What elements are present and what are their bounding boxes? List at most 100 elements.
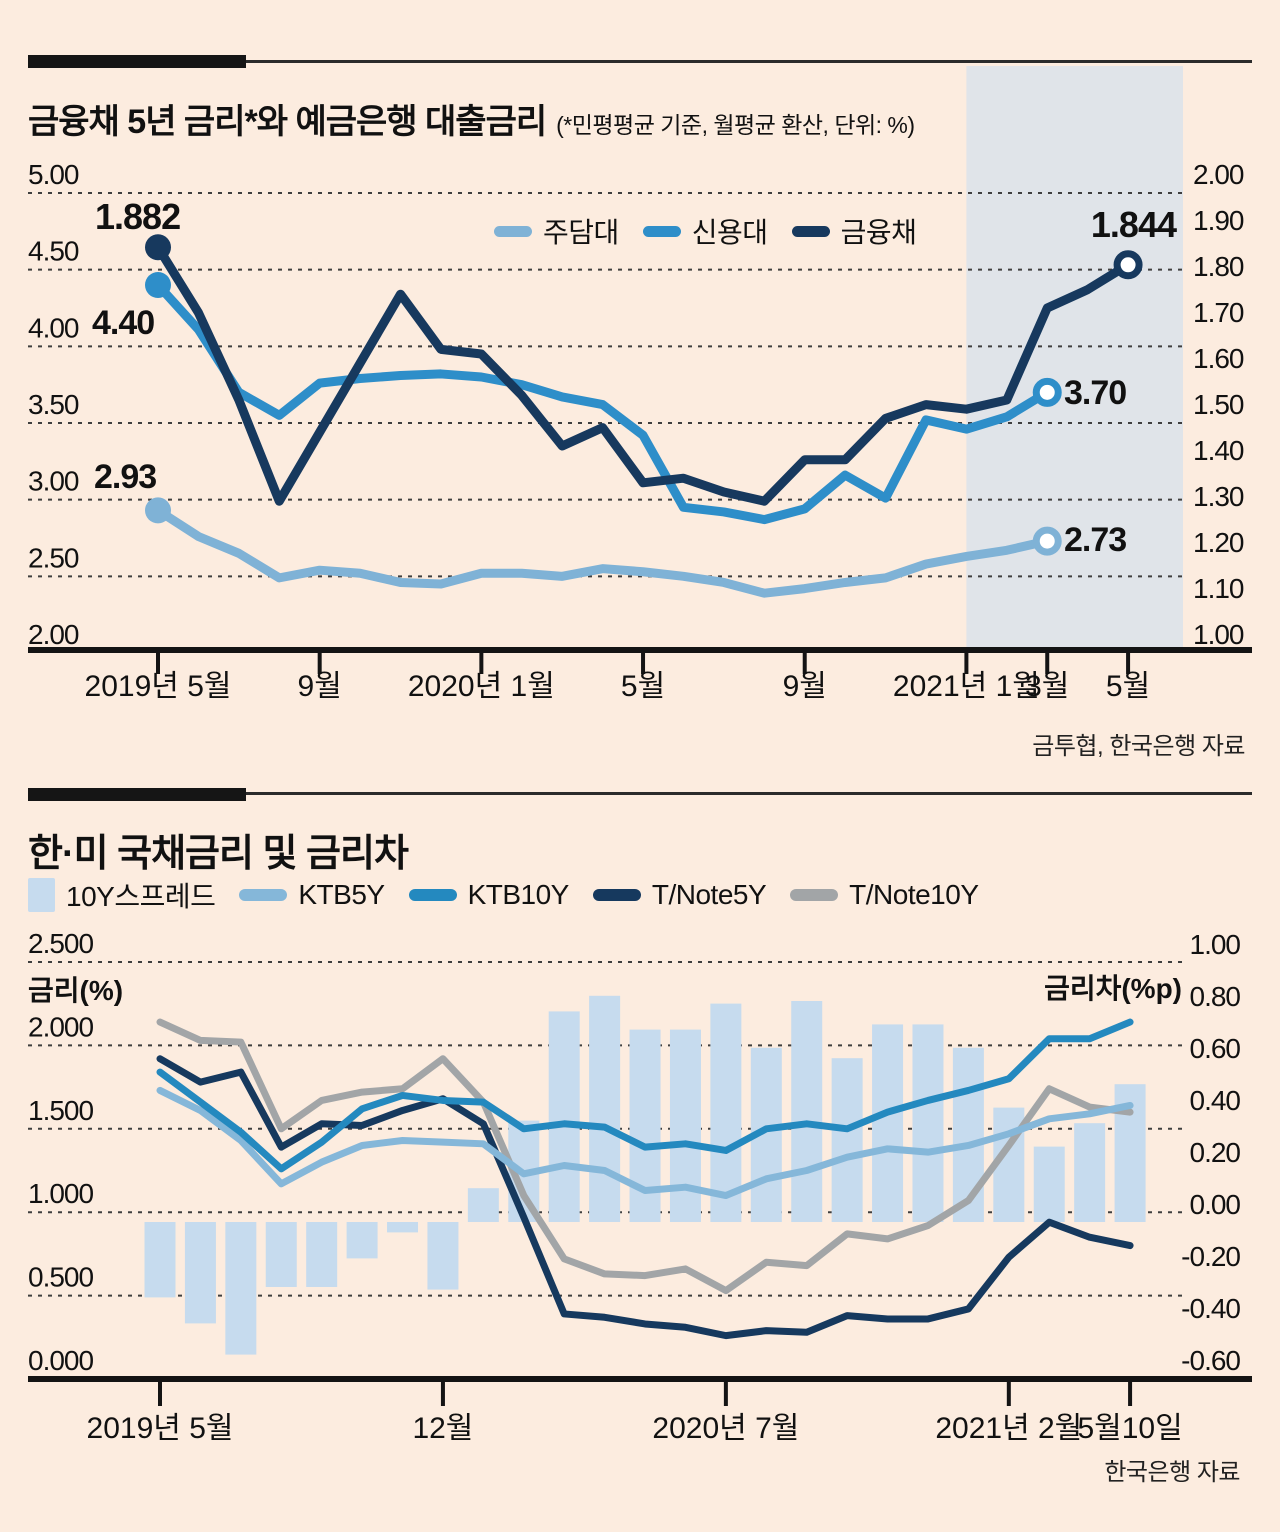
- right-axis-tick-label: 0.80: [1190, 981, 1241, 1012]
- legend-label: 10Y스프레드: [66, 881, 216, 912]
- header-rule-bar-top: [28, 55, 246, 68]
- x-axis-label: 2021년 2월: [935, 1412, 1082, 1445]
- spread-bar: [265, 1222, 297, 1287]
- x-axis-label: 2019년 5월: [85, 670, 232, 703]
- x-axis-tick: [1006, 1382, 1011, 1406]
- spread-bar: [144, 1222, 176, 1298]
- chart1-legend: 주담대 신용대 금융채: [494, 214, 940, 248]
- chart1-title: 금융채 5년 금리*와 예금은행 대출금리: [28, 103, 547, 141]
- highlight-band-2021: [966, 66, 1183, 648]
- spread-bar: [387, 1222, 419, 1233]
- left-axis-tick-label: 1.000: [28, 1178, 93, 1209]
- spread-bar: [184, 1222, 216, 1324]
- spread-bar: [306, 1222, 338, 1287]
- right-axis-tick-label: 1.90: [1193, 205, 1244, 236]
- left-axis-tick-label: 0.000: [28, 1345, 93, 1376]
- x-axis-label: 9월: [783, 670, 827, 703]
- legend-item-ktb10y: KTB10Y: [408, 879, 569, 911]
- mortgage-loan-end-dot: [1032, 526, 1062, 556]
- mortgage-loan-line: [153, 505, 1052, 598]
- x-axis-label: 9월: [298, 670, 342, 703]
- legend-item-bank-bond: 금융채: [791, 211, 917, 251]
- chart1-title-row: 금융채 5년 금리*와 예금은행 대출금리 (*민평평균 기준, 월평균 환산, …: [28, 94, 915, 143]
- right-axis-tick-label: 2.00: [1193, 159, 1244, 190]
- chart2-source: 한국은행 자료: [1104, 1459, 1240, 1486]
- spread-bar: [467, 1188, 499, 1222]
- header-rule-line-bottom: [28, 792, 1252, 795]
- legend-swatch-mortgage-loan: [494, 225, 532, 237]
- spread-bar: [427, 1222, 459, 1290]
- legend-item-tnote5y: T/Note5Y: [592, 879, 767, 911]
- x-axis-label: 2020년 7월: [652, 1412, 799, 1445]
- x-axis-tick: [479, 650, 484, 674]
- x-axis-label: 2020년 1월: [408, 670, 555, 703]
- x-axis-label: 5월: [1106, 670, 1150, 703]
- right-axis-tick-label: 1.00: [1193, 619, 1244, 650]
- x-axis-tick: [1128, 1382, 1133, 1406]
- bank-bond-start-dot: [145, 234, 171, 261]
- chart2-legend: 10Y스프레드 KTB5Y KTB10Y T/Note5Y T/Note10Y: [28, 874, 1003, 916]
- right-axis-tick-label: 0.40: [1190, 1085, 1241, 1116]
- legend-swatch-tnote5y: [592, 889, 641, 901]
- right-axis-tick-label: 0.00: [1190, 1189, 1241, 1220]
- legend-swatch-bank-bond: [791, 225, 830, 237]
- x-axis-tick: [317, 650, 322, 674]
- left-axis-tick-label: 4.00: [28, 312, 79, 343]
- spread-bar: [952, 1047, 984, 1222]
- left-axis-tick-label: 4.50: [28, 236, 79, 267]
- header-rule-line-top: [28, 60, 1252, 63]
- right-axis-tick-label: 1.40: [1193, 435, 1244, 466]
- annotation-end-1: 3.70: [1064, 374, 1126, 412]
- left-axis-tick-label: 0.500: [28, 1262, 93, 1293]
- left-axis-tick-label: 3.00: [28, 466, 79, 497]
- chart1-source: 금투협, 한국은행 자료: [1032, 733, 1245, 760]
- right-axis-tick-label: -0.20: [1181, 1241, 1240, 1272]
- x-axis-label: 2019년 5월: [87, 1412, 234, 1445]
- x-axis-label: 2021년 1월: [893, 670, 1040, 703]
- annotation-end-0: 1.844: [1091, 204, 1177, 245]
- legend-item-credit-loan: 신용대: [642, 211, 768, 251]
- spread-bar: [589, 995, 621, 1222]
- spread-bar: [548, 1011, 580, 1222]
- x-axis-label: 5월: [621, 670, 665, 703]
- header-rule-bar-bottom: [28, 788, 246, 801]
- right-axis-tick-label: -0.40: [1181, 1293, 1240, 1324]
- spread-bar: [791, 1001, 823, 1222]
- right-axis-tick-label: 1.10: [1193, 573, 1244, 604]
- left-axis-tick-label: 2.000: [28, 1011, 93, 1042]
- x-axis-label: 3월: [1025, 670, 1069, 703]
- chart1: 5.00 4.50 4.00 3.50 3.00 2.50 2.00 2.00 1.90 1.80…: [28, 66, 1252, 703]
- annotation-start-0: 1.882: [95, 196, 180, 237]
- spread-bar: [912, 1024, 944, 1222]
- x-axis-tick: [964, 650, 969, 674]
- right-axis-title: 금리차(%p): [1044, 973, 1182, 1004]
- x-axis-line: [28, 647, 1252, 653]
- right-axis-tick-label: 1.60: [1193, 343, 1244, 374]
- right-axis-tick-label: 0.60: [1190, 1033, 1241, 1064]
- x-axis-tick: [156, 650, 160, 674]
- x-axis-line: [28, 1376, 1252, 1382]
- bank-bond-end-dot: [1113, 250, 1143, 280]
- chart2-title: 한·미 국채금리 및 금리차: [28, 833, 409, 875]
- legend-label: 신용대: [691, 217, 768, 248]
- legend-item-tnote10y: T/Note10Y: [790, 879, 979, 911]
- annotation-end-2: 2.73: [1064, 521, 1126, 559]
- left-axis-tick-label: 2.00: [28, 619, 79, 650]
- chart2: 2.500 2.000 1.500 1.000 0.500 0.000 금리(%) 1.00 0…: [28, 928, 1252, 1445]
- spread-bar: [1074, 1123, 1106, 1222]
- legend-swatch-tnote10y: [790, 889, 839, 901]
- left-axis-tick-label: 2.500: [28, 928, 93, 959]
- left-axis-tick-label: 2.50: [28, 542, 79, 573]
- spread-bar: [225, 1222, 257, 1355]
- legend-label: 주담대: [543, 217, 619, 248]
- x-axis-tick: [802, 650, 807, 674]
- legend-item-10y-spread: 10Y스프레드: [28, 875, 216, 915]
- spread-bar: [1033, 1146, 1065, 1222]
- right-axis-tick-label: 1.20: [1193, 527, 1244, 558]
- legend-label: KTB5Y: [298, 879, 385, 910]
- x-axis-tick: [1045, 650, 1050, 674]
- chart2-title-row: 한·미 국채금리 및 금리차: [28, 822, 409, 877]
- left-axis-title: 금리(%): [28, 975, 123, 1006]
- annotation-start-2: 2.93: [94, 458, 156, 496]
